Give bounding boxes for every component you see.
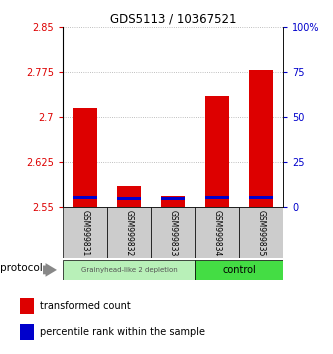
Bar (151, 207, 195, 258)
Bar (205, 96, 229, 207)
Title: GDS5113 / 10367521: GDS5113 / 10367521 (110, 12, 236, 25)
Bar (73, 196, 97, 199)
FancyArrow shape (43, 263, 57, 277)
Bar (63, 260, 195, 280)
Bar (195, 260, 283, 280)
Bar (117, 186, 141, 207)
Text: GSM999832: GSM999832 (125, 210, 134, 256)
Text: transformed count: transformed count (40, 301, 131, 311)
Bar (161, 197, 185, 200)
Bar (239, 207, 283, 258)
Bar (249, 196, 273, 199)
Bar (249, 70, 273, 207)
Text: percentile rank within the sample: percentile rank within the sample (40, 327, 205, 337)
Bar (20, 324, 34, 340)
Text: control: control (222, 265, 256, 275)
Bar (161, 196, 185, 207)
Bar (20, 298, 34, 314)
Text: GSM999831: GSM999831 (81, 210, 90, 256)
Text: protocol: protocol (0, 263, 43, 273)
Text: GSM999833: GSM999833 (168, 210, 178, 256)
Bar (117, 197, 141, 200)
Text: Grainyhead-like 2 depletion: Grainyhead-like 2 depletion (81, 267, 177, 273)
Bar (195, 207, 239, 258)
Bar (205, 196, 229, 199)
Bar (63, 207, 107, 258)
Bar (73, 108, 97, 207)
Text: GSM999834: GSM999834 (212, 210, 222, 256)
Bar (107, 207, 151, 258)
Text: GSM999835: GSM999835 (256, 210, 266, 256)
